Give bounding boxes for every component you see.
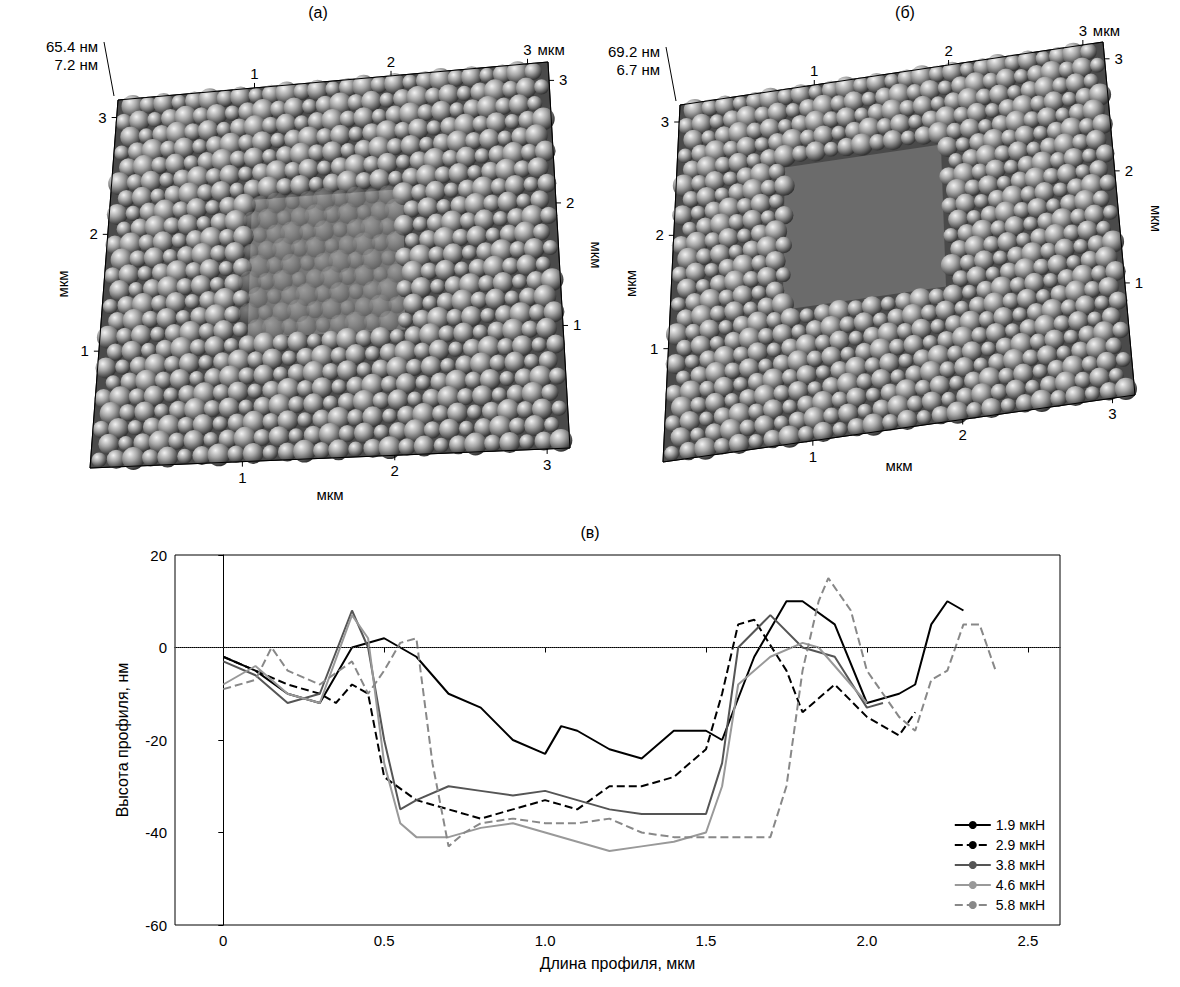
svg-text:(а): (а) [308, 4, 328, 21]
svg-text:1: 1 [809, 448, 817, 465]
svg-text:мкм: мкм [1148, 205, 1165, 232]
svg-text:1.9 мкН: 1.9 мкН [996, 817, 1045, 833]
svg-text:мкм: мкм [54, 270, 71, 297]
svg-text:-40: -40 [145, 824, 167, 841]
svg-text:3: 3 [543, 456, 551, 473]
svg-text:-60: -60 [145, 917, 167, 934]
svg-text:0: 0 [159, 639, 167, 656]
svg-text:1.5: 1.5 [696, 932, 717, 949]
svg-text:3: 3 [1115, 50, 1123, 67]
svg-text:7.2 нм: 7.2 нм [54, 56, 98, 73]
svg-text:2: 2 [655, 226, 663, 243]
svg-text:3: 3 [1079, 22, 1087, 39]
svg-text:65.4 нм: 65.4 нм [46, 38, 98, 55]
svg-text:2: 2 [89, 225, 97, 242]
svg-text:3: 3 [661, 113, 669, 130]
svg-text:2: 2 [944, 42, 952, 59]
svg-text:3: 3 [98, 109, 106, 126]
svg-text:6.7 нм: 6.7 нм [616, 61, 660, 78]
svg-text:5.8 мкН: 5.8 мкН [996, 897, 1045, 913]
svg-text:мкм: мкм [622, 270, 639, 297]
svg-text:мкм: мкм [885, 457, 912, 474]
svg-text:мкм: мкм [1093, 22, 1120, 39]
svg-text:3.8 мкН: 3.8 мкН [996, 857, 1045, 873]
svg-text:1: 1 [250, 65, 258, 82]
svg-text:(в): (в) [580, 524, 599, 541]
svg-text:мкм: мкм [316, 486, 343, 503]
svg-text:3: 3 [559, 71, 567, 88]
svg-text:1: 1 [650, 340, 658, 357]
svg-text:1: 1 [810, 62, 818, 79]
svg-text:2: 2 [391, 462, 399, 479]
svg-text:Высота профиля, нм: Высота профиля, нм [114, 663, 131, 818]
svg-text:(б): (б) [895, 4, 915, 21]
svg-text:1: 1 [1135, 274, 1143, 291]
svg-text:1: 1 [81, 342, 89, 359]
svg-text:мкм: мкм [588, 241, 605, 268]
svg-text:1: 1 [573, 316, 581, 333]
svg-text:2: 2 [1125, 162, 1133, 179]
svg-text:2.0: 2.0 [856, 932, 877, 949]
svg-text:2.9 мкН: 2.9 мкН [996, 837, 1045, 853]
svg-text:мкм: мкм [538, 41, 565, 58]
svg-text:-20: -20 [145, 732, 167, 749]
svg-text:3: 3 [1108, 405, 1116, 422]
svg-text:69.2 нм: 69.2 нм [608, 43, 660, 60]
svg-text:0: 0 [219, 932, 227, 949]
svg-text:2: 2 [959, 426, 967, 443]
svg-text:1.0: 1.0 [535, 932, 556, 949]
svg-text:1: 1 [238, 469, 246, 486]
svg-text:2: 2 [387, 53, 395, 70]
svg-text:Длина профиля, мкм: Длина профиля, мкм [540, 955, 696, 972]
svg-text:2.5: 2.5 [1017, 932, 1038, 949]
svg-text:0.5: 0.5 [374, 932, 395, 949]
svg-text:2: 2 [566, 194, 574, 211]
svg-text:3: 3 [523, 41, 531, 58]
svg-text:4.6 мкН: 4.6 мкН [996, 877, 1045, 893]
svg-text:20: 20 [150, 547, 167, 564]
